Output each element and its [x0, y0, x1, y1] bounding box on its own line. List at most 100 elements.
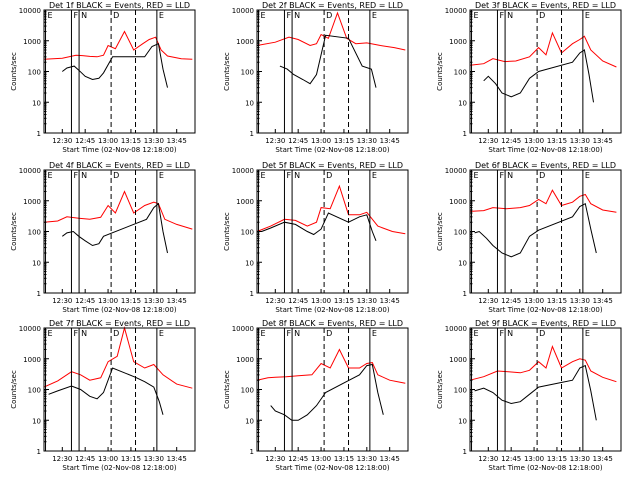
- y-tick-label: 100: [454, 229, 467, 237]
- event-marker-label: E: [159, 171, 164, 180]
- events-series-line: [483, 49, 594, 103]
- x-tick-label: 13:30: [570, 455, 590, 463]
- panel-6: E F N D E 1 10 100 1000 10000 12:30 12:45 13:00 13:15…: [436, 161, 622, 314]
- plot-frame: [469, 327, 622, 452]
- lld-series-line: [43, 30, 193, 60]
- panel-9: E F N D E 1 10 100 1000 10000 12:30 12:45 13:00 13:15…: [436, 319, 622, 472]
- x-tick-label: 13:15: [121, 297, 141, 305]
- y-tick-label: 10000: [19, 325, 41, 333]
- event-marker-label: E: [372, 171, 377, 180]
- events-series-line: [61, 42, 168, 88]
- event-marker-label: F: [286, 329, 291, 338]
- y-tick-label: 100: [241, 69, 254, 77]
- events-series-line: [62, 202, 168, 254]
- x-tick-label: 13:30: [570, 137, 590, 145]
- y-tick-label: 10000: [232, 325, 254, 333]
- y-tick-label: 100: [454, 387, 467, 395]
- panel-1: E F N D E 1 10 100 1000 10000 12:30 12:45 13:00 13:15…: [10, 1, 196, 154]
- event-marker-label: D: [113, 171, 119, 180]
- x-tick-label: 12:45: [75, 455, 95, 463]
- y-tick-label: 10: [458, 99, 467, 107]
- panel-title: Det 2f BLACK = Events, RED = LLD: [262, 1, 403, 10]
- x-tick-label: 13:00: [311, 137, 331, 145]
- panel-2: E F N D E 1 10 100 1000 10000 12:30 12:45 13:00 13:15…: [223, 1, 409, 154]
- y-tick-label: 1000: [449, 38, 467, 46]
- y-tick-label: 100: [241, 387, 254, 395]
- event-marker-label: E: [48, 171, 53, 180]
- y-axis-label: Counts/sec: [10, 212, 18, 251]
- x-tick-label: 12:45: [501, 137, 521, 145]
- y-tick-label: 1: [250, 448, 254, 456]
- y-tick-label: 10: [245, 417, 254, 425]
- events-series-line: [474, 202, 597, 258]
- lld-series-line: [256, 348, 406, 384]
- lld-series-line: [43, 326, 193, 389]
- y-tick-label: 1000: [23, 356, 41, 364]
- y-tick-label: 1000: [449, 356, 467, 364]
- events-series-line: [270, 363, 384, 421]
- y-axis-label: Counts/sec: [436, 370, 444, 409]
- x-tick-label: 12:45: [75, 297, 95, 305]
- event-marker-label: E: [474, 11, 479, 20]
- y-tick-label: 1000: [236, 198, 254, 206]
- event-marker-label: F: [73, 11, 78, 20]
- x-tick-label: 12:45: [501, 455, 521, 463]
- event-marker-label: E: [372, 11, 377, 20]
- y-tick-label: 10000: [232, 167, 254, 175]
- plot-frame: [256, 327, 409, 452]
- x-tick-label: 12:30: [52, 137, 72, 145]
- x-tick-label: 13:15: [547, 137, 567, 145]
- x-tick-label: 13:30: [144, 137, 164, 145]
- x-axis-label: Start Time (02-Nov-08 12:18:00): [62, 146, 176, 154]
- lld-series-line: [43, 190, 193, 230]
- event-marker-label: D: [113, 11, 119, 20]
- x-tick-label: 13:45: [593, 455, 613, 463]
- y-axis-label: Counts/sec: [223, 212, 231, 251]
- x-tick-label: 12:45: [288, 455, 308, 463]
- x-tick-label: 12:45: [501, 297, 521, 305]
- y-tick-label: 1000: [23, 198, 41, 206]
- y-tick-label: 100: [28, 229, 41, 237]
- plot-frame: [469, 169, 622, 294]
- x-tick-label: 12:30: [478, 455, 498, 463]
- event-marker-label: D: [326, 11, 332, 20]
- event-marker-label: N: [507, 329, 513, 338]
- x-axis-label: Start Time (02-Nov-08 12:18:00): [488, 306, 602, 314]
- x-tick-label: 13:45: [167, 455, 187, 463]
- lld-series-line: [469, 31, 617, 68]
- y-axis-label: Counts/sec: [10, 370, 18, 409]
- panel-title: Det 8f BLACK = Events, RED = LLD: [262, 319, 403, 328]
- event-marker-label: E: [48, 11, 53, 20]
- x-tick-label: 13:30: [357, 137, 377, 145]
- x-axis-label: Start Time (02-Nov-08 12:18:00): [62, 306, 176, 314]
- event-marker-label: F: [286, 171, 291, 180]
- y-tick-label: 10: [458, 259, 467, 267]
- panel-8: E F N D E 1 10 100 1000 10000 12:30 12:45 13:00 13:15…: [223, 319, 409, 472]
- events-series-line: [279, 34, 377, 88]
- x-tick-label: 13:00: [311, 455, 331, 463]
- x-tick-label: 13:00: [524, 455, 544, 463]
- events-series-line: [474, 364, 597, 421]
- panel-7: E F N D E 1 10 100 1000 10000 12:30 12:45 13:00 13:15…: [10, 319, 196, 472]
- plot-frame: [43, 169, 196, 294]
- x-tick-label: 13:00: [98, 297, 118, 305]
- x-tick-label: 13:45: [593, 137, 613, 145]
- x-tick-label: 13:00: [98, 137, 118, 145]
- event-marker-label: E: [261, 329, 266, 338]
- x-tick-label: 13:15: [334, 455, 354, 463]
- y-tick-label: 10: [32, 259, 41, 267]
- y-tick-label: 10000: [19, 167, 41, 175]
- panel-title: Det 3f BLACK = Events, RED = LLD: [475, 1, 616, 10]
- x-tick-label: 13:45: [167, 297, 187, 305]
- x-tick-label: 12:45: [288, 297, 308, 305]
- panel-3: E F N D E 1 10 100 1000 10000 12:30 12:45 13:00 13:15…: [436, 1, 622, 154]
- event-marker-label: F: [499, 11, 504, 20]
- event-marker-label: D: [539, 329, 545, 338]
- event-marker-label: E: [372, 329, 377, 338]
- x-axis-label: Start Time (02-Nov-08 12:18:00): [275, 306, 389, 314]
- y-tick-label: 1: [250, 130, 254, 138]
- event-marker-label: F: [499, 171, 504, 180]
- event-marker-label: N: [81, 11, 87, 20]
- x-tick-label: 13:00: [311, 297, 331, 305]
